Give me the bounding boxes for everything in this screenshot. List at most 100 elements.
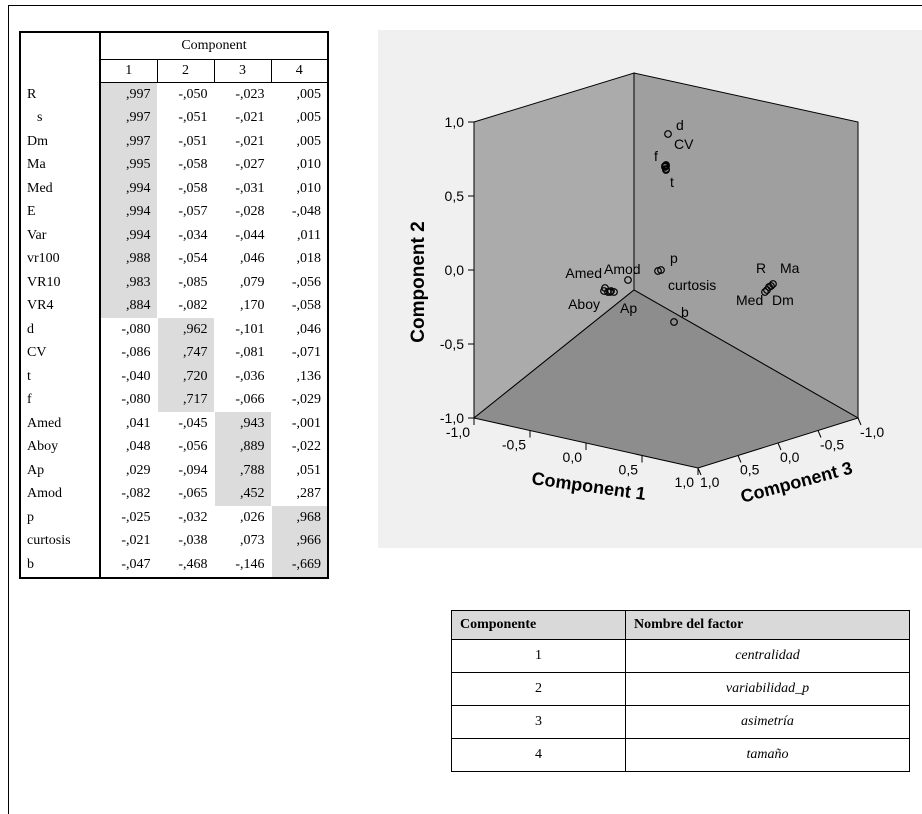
table-row: 3 asimetría	[451, 705, 910, 739]
loading-value: -,051	[156, 106, 214, 130]
component-header: Component	[100, 32, 328, 60]
loading-value: ,966	[270, 529, 328, 553]
table-row: Ma ,995 -,058 -,027,010	[19, 153, 328, 177]
x-tick-label: 0,5	[619, 462, 639, 478]
data-point-marker	[610, 288, 618, 296]
z-tick-mark	[737, 455, 742, 463]
row-label: VR10	[19, 271, 101, 295]
loading-value: -,066	[213, 388, 271, 412]
data-point-marker	[767, 282, 775, 290]
loading-value: ,962	[156, 318, 214, 342]
factor-name: tamaño	[625, 738, 910, 772]
table-corner-cell	[20, 32, 101, 83]
factor-names-table: Componente Nombre del factor 1 centralida…	[451, 610, 910, 772]
loading-value: ,011	[270, 224, 328, 248]
z-tick-label: 0,0	[780, 449, 800, 465]
loading-value: ,997	[99, 82, 157, 107]
row-label: t	[19, 365, 101, 389]
header-componente: Componente	[451, 610, 626, 640]
point-label: f	[654, 148, 658, 164]
table-row: Med ,994 -,058 -,031,010	[19, 177, 328, 201]
loading-value: -,050	[156, 82, 214, 107]
loading-value: ,968	[270, 506, 328, 530]
table-row: p -,025 -,032,026,968	[19, 506, 328, 530]
x-tick-label: 1,0	[675, 474, 695, 490]
loading-value: -,021	[99, 529, 157, 553]
point-label: Ma	[780, 260, 800, 276]
loading-value: ,046	[213, 247, 271, 271]
loading-value: ,994	[99, 177, 157, 201]
table-row: curtosis -,021 -,038,073,966	[19, 529, 328, 553]
loading-value: -,027	[213, 153, 271, 177]
loading-value: -,029	[270, 388, 328, 412]
loading-value: -,080	[99, 388, 157, 412]
loading-value: ,994	[99, 200, 157, 224]
point-label: t	[670, 174, 674, 190]
table-row: 1 centralidad	[451, 639, 910, 673]
header-nombre-del-factor: Nombre del factor	[625, 610, 910, 640]
table-row: E ,994 -,057 -,028 -,048	[19, 200, 328, 224]
point-label: Aboy	[568, 296, 600, 312]
loading-value: -,468	[156, 553, 214, 578]
z-tick-mark	[817, 430, 822, 438]
component-plot: 1,0 0,5 0,0 -0,5 -1,0 -1,0 -0,5 0,0 0,5 1,0 1,0 0…	[378, 30, 922, 548]
row-label: Med	[19, 177, 101, 201]
loading-value: -,040	[99, 365, 157, 389]
loading-value: ,029	[99, 459, 157, 483]
point-label: R	[756, 260, 766, 276]
loading-value: ,747	[156, 341, 214, 365]
data-point-marker	[670, 318, 678, 326]
point-label: Amed	[565, 265, 602, 281]
row-label: Amod	[19, 482, 101, 506]
loading-value: ,005	[270, 106, 328, 130]
loading-value: ,026	[213, 506, 271, 530]
x-tick-label: -0,5	[502, 437, 526, 453]
loading-value: -,081	[213, 341, 271, 365]
table-row: Aboy ,048 -,056,889 -,022	[19, 435, 328, 459]
loading-value: ,452	[213, 482, 271, 506]
point-label: Med	[736, 292, 763, 308]
loading-value: -,048	[270, 200, 328, 224]
loading-value: -,082	[156, 294, 214, 318]
loading-value: ,983	[99, 271, 157, 295]
y-axis-title: Component 2	[408, 221, 429, 342]
table-row: s ,997 -,051 -,021,005	[19, 106, 328, 130]
component-column-header: 4	[270, 59, 328, 83]
loading-value: -,054	[156, 247, 214, 271]
table-row: f -,080,717 -,066 -,029	[19, 388, 328, 412]
loading-value: ,010	[270, 153, 328, 177]
y-tick-label: -0,5	[440, 336, 464, 352]
table-row: Amed ,041 -,045,943 -,001	[19, 412, 328, 436]
data-point-marker	[763, 286, 771, 294]
table-row: VR10,983 -,085,079 -,056	[19, 271, 328, 295]
loading-value: -,045	[156, 412, 214, 436]
row-label: Ap	[19, 459, 101, 483]
loading-value: -,034	[156, 224, 214, 248]
loading-value: ,884	[99, 294, 157, 318]
table-row: b -,047 -,468 -,146 -,669	[19, 553, 328, 578]
table-row: Ap ,029 -,094,788,051	[19, 459, 328, 483]
loading-value: ,997	[99, 130, 157, 154]
x-tick-label: -1,0	[446, 424, 470, 440]
y-tick-label: -1,0	[440, 410, 464, 426]
row-label: d	[19, 318, 101, 342]
loading-value: -,058	[156, 153, 214, 177]
row-label: b	[19, 553, 101, 578]
loading-value: -,031	[213, 177, 271, 201]
loading-value: -,036	[213, 365, 271, 389]
component-column-header: 1	[99, 59, 157, 83]
loading-value: -,021	[213, 106, 271, 130]
loading-value: -,071	[270, 341, 328, 365]
z-tick-mark	[857, 417, 862, 426]
loading-value: ,136	[270, 365, 328, 389]
table-row: CV -,086,747 -,081 -,071	[19, 341, 328, 365]
y-axis: 1,0 0,5 0,0 -0,5 -1,0	[440, 114, 474, 426]
table-row: d -,080,962 -,101,046	[19, 318, 328, 342]
row-label: Aboy	[19, 435, 101, 459]
point-label: curtosis	[668, 277, 716, 293]
point-label: Dm	[772, 292, 794, 308]
data-point-marker	[654, 267, 662, 275]
plot-points: d CV ft p Amed Amod curtosis Aboy Ap b R Ma Med Dm	[565, 117, 800, 326]
component-column-header: 2	[156, 59, 214, 83]
data-point-marker	[624, 276, 632, 284]
